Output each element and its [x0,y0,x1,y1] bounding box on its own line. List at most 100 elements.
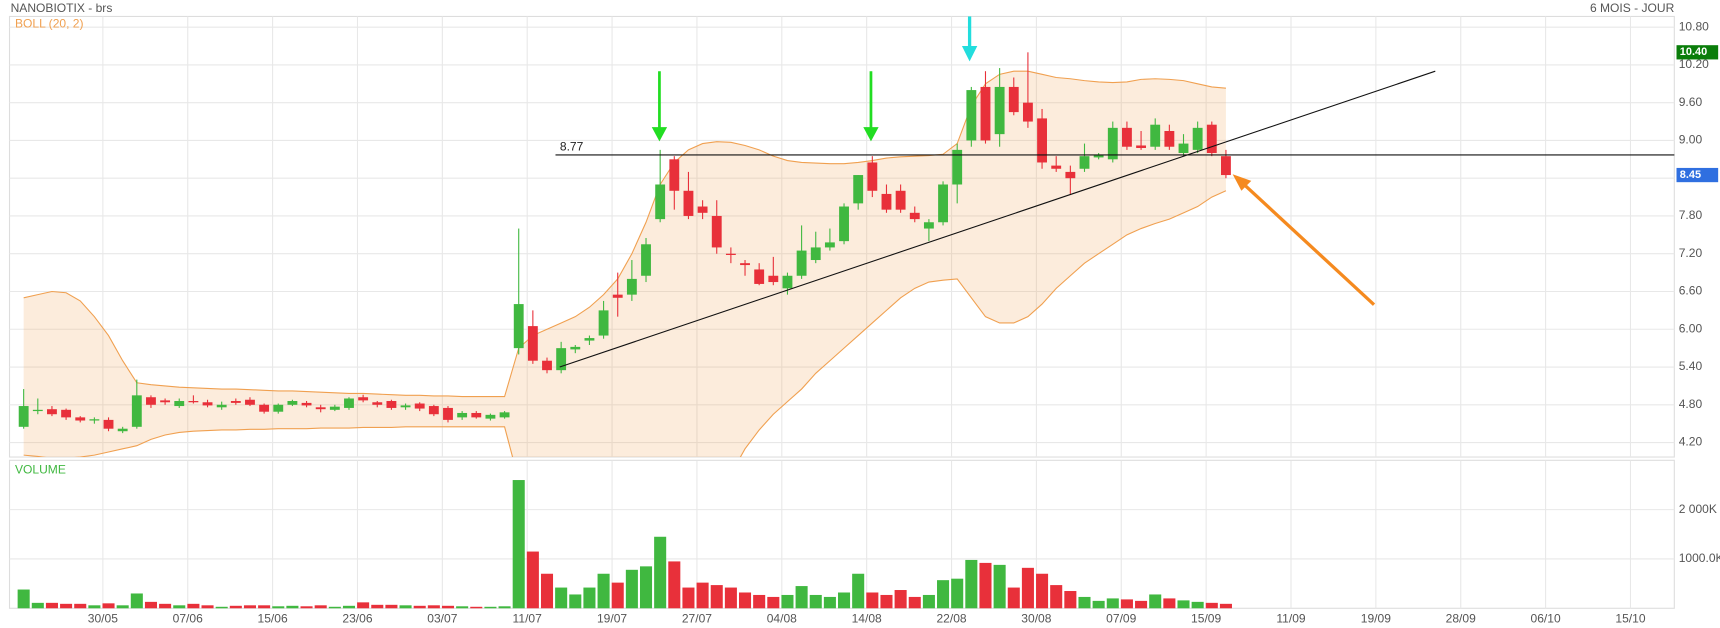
candle-body [499,412,510,418]
candle-body [542,360,552,371]
x-tick-label: 15/10 [1615,611,1645,625]
volume-bar [1219,603,1232,609]
volume-bar [1007,587,1020,609]
y-tick-label: 9.60 [1679,95,1703,109]
candle-body [428,406,439,415]
candle-body [287,401,298,405]
candle-body [1093,154,1104,158]
volume-bar [272,606,285,609]
candle-body [103,419,114,429]
candle-body [1079,156,1090,169]
volume-bar [60,603,73,609]
volume-bar [498,606,511,609]
price-panel [8,15,1675,458]
x-tick-label: 15/06 [258,611,288,625]
candle-body [923,222,934,229]
candle-body [117,428,128,432]
price-tag-label: 8.45 [1680,169,1701,181]
candle-body [1192,127,1203,150]
x-tick-label: 30/08 [1021,611,1051,625]
volume-bar [540,573,554,609]
candle-body [230,401,241,403]
volume-bar [880,594,893,609]
volume-bar [328,606,341,609]
candle-body [980,86,991,141]
volume-bar [696,582,709,609]
volume-bar [1106,598,1119,609]
volume-bar [484,606,497,609]
volume-bar [724,587,737,609]
arrows [651,16,1376,306]
band-lower [23,190,1227,458]
volume-bar [456,606,469,609]
x-tick-label: 28/09 [1446,611,1476,625]
candle-body [457,412,468,418]
arrow [1241,181,1376,306]
volume-bar [1135,600,1148,609]
y-tick-label: 4.20 [1679,435,1703,449]
y-tick-label: 4.80 [1679,397,1703,411]
volume-bar [357,602,370,609]
candle-body [146,397,156,405]
volume-bar [979,562,992,609]
chart-subtitle: 6 MOIS - JOUR [1590,1,1675,15]
candle-body [853,175,864,204]
candle-body [1150,124,1161,147]
candle-body [513,304,524,349]
price-tag [1676,167,1719,183]
volume-bar [753,594,766,609]
volume-bar [1120,599,1133,609]
volume-bar [922,594,935,609]
volume-bar [399,605,412,609]
candle-body [754,269,765,284]
candle-body [344,398,354,408]
volume-panel [8,459,1675,609]
volume-bar [682,587,695,609]
volume-bar [852,573,865,609]
candle-body [188,401,199,403]
volume-bar [102,603,115,609]
x-tick-label: 30/05 [88,611,118,625]
candle-body [1221,156,1231,176]
candle-body [1121,127,1132,147]
volume-bar [555,587,568,609]
candle-body [655,184,666,220]
candle-body [740,263,750,266]
volume-bar [823,596,836,609]
volume-bar [371,604,384,609]
candle-body [131,395,142,427]
volume-bar [951,578,964,609]
candle-body [18,406,29,427]
band-upper [23,70,1226,398]
volume-bar [258,605,271,609]
volume-bar [654,536,667,609]
volume-bar [1078,596,1091,609]
y-tick-label: 6.60 [1679,284,1703,298]
volume-bar [243,605,256,609]
volume-bar [597,573,610,609]
volume-bar [526,551,539,609]
candle-body [1107,127,1118,160]
candle-body [160,400,171,403]
volume-bar [639,566,653,609]
volume-bar [159,603,172,609]
x-tick-label: 23/06 [342,611,372,625]
x-tick-label: 04/08 [767,611,797,625]
candle-body [598,310,609,336]
volume-bar [993,564,1006,609]
volume-bar [965,559,978,609]
candle-body [47,409,57,415]
volume-bar [1050,585,1063,609]
volume-bar [116,605,129,609]
volume-bar [300,606,313,609]
volume-bar [427,605,440,609]
volume-bar [866,592,879,609]
candle-body [824,242,835,248]
candle-body [1164,130,1175,147]
candle-body [1008,86,1019,113]
volume-bar [130,593,143,609]
candle-body [994,86,1005,135]
level-label: 8.77 [560,139,584,153]
x-tick-label: 07/09 [1106,611,1136,625]
